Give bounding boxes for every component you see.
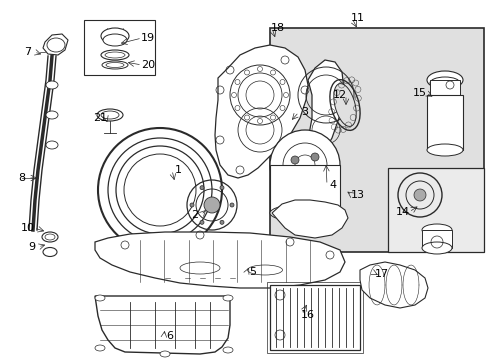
Ellipse shape [421, 224, 451, 236]
Text: 9: 9 [28, 242, 36, 252]
Ellipse shape [46, 81, 58, 89]
Circle shape [229, 203, 234, 207]
Text: 5: 5 [249, 267, 256, 277]
Circle shape [413, 189, 425, 201]
Circle shape [269, 130, 339, 200]
Text: 10: 10 [21, 223, 35, 233]
Polygon shape [215, 45, 307, 178]
Text: 21: 21 [93, 113, 107, 123]
Text: 20: 20 [141, 60, 155, 70]
Ellipse shape [47, 38, 65, 52]
Bar [269, 285, 359, 350]
Ellipse shape [46, 141, 58, 149]
Polygon shape [95, 232, 345, 288]
Ellipse shape [102, 61, 128, 69]
Ellipse shape [103, 34, 127, 46]
Ellipse shape [46, 111, 58, 119]
Ellipse shape [421, 242, 451, 254]
Text: 19: 19 [141, 33, 155, 43]
Ellipse shape [97, 109, 123, 121]
Circle shape [200, 220, 203, 224]
Text: 3: 3 [301, 107, 308, 117]
Ellipse shape [429, 77, 459, 89]
Ellipse shape [105, 52, 125, 58]
Bar [426, 95, 462, 150]
Text: 12: 12 [332, 90, 346, 100]
Text: 13: 13 [350, 190, 364, 200]
Ellipse shape [43, 248, 57, 256]
Ellipse shape [223, 347, 232, 353]
Bar [421, 230, 451, 248]
Text: 16: 16 [301, 310, 314, 320]
Bar [269, 28, 483, 252]
Text: 18: 18 [270, 23, 285, 33]
Bar [84, 20, 155, 75]
Ellipse shape [101, 111, 119, 119]
Text: 6: 6 [166, 331, 173, 341]
Ellipse shape [426, 71, 462, 89]
Circle shape [220, 220, 224, 224]
Circle shape [200, 186, 203, 190]
Ellipse shape [42, 232, 58, 242]
Circle shape [310, 153, 318, 161]
Ellipse shape [95, 295, 105, 301]
Polygon shape [307, 60, 343, 162]
Ellipse shape [223, 295, 232, 301]
Ellipse shape [160, 351, 170, 357]
Polygon shape [271, 200, 347, 238]
Bar [387, 168, 483, 252]
Text: 4: 4 [329, 180, 336, 190]
Ellipse shape [269, 204, 339, 222]
Text: 2: 2 [191, 210, 198, 220]
Circle shape [203, 197, 220, 213]
Ellipse shape [333, 84, 355, 126]
Text: 7: 7 [24, 47, 32, 57]
Text: 8: 8 [19, 173, 25, 183]
Bar [269, 165, 339, 213]
Ellipse shape [101, 50, 129, 60]
Circle shape [220, 186, 224, 190]
Ellipse shape [101, 28, 129, 44]
Text: 17: 17 [374, 269, 388, 279]
Circle shape [290, 156, 298, 164]
Bar [266, 282, 362, 353]
Polygon shape [95, 296, 229, 354]
Ellipse shape [45, 234, 55, 240]
Circle shape [190, 203, 194, 207]
Polygon shape [359, 262, 427, 308]
Text: 14: 14 [395, 207, 409, 217]
Ellipse shape [426, 144, 462, 156]
Ellipse shape [106, 63, 124, 68]
Polygon shape [43, 34, 68, 55]
Ellipse shape [95, 345, 105, 351]
Text: 15: 15 [412, 88, 426, 98]
Text: 11: 11 [350, 13, 364, 23]
Bar [429, 80, 459, 95]
Text: 1: 1 [174, 165, 181, 175]
